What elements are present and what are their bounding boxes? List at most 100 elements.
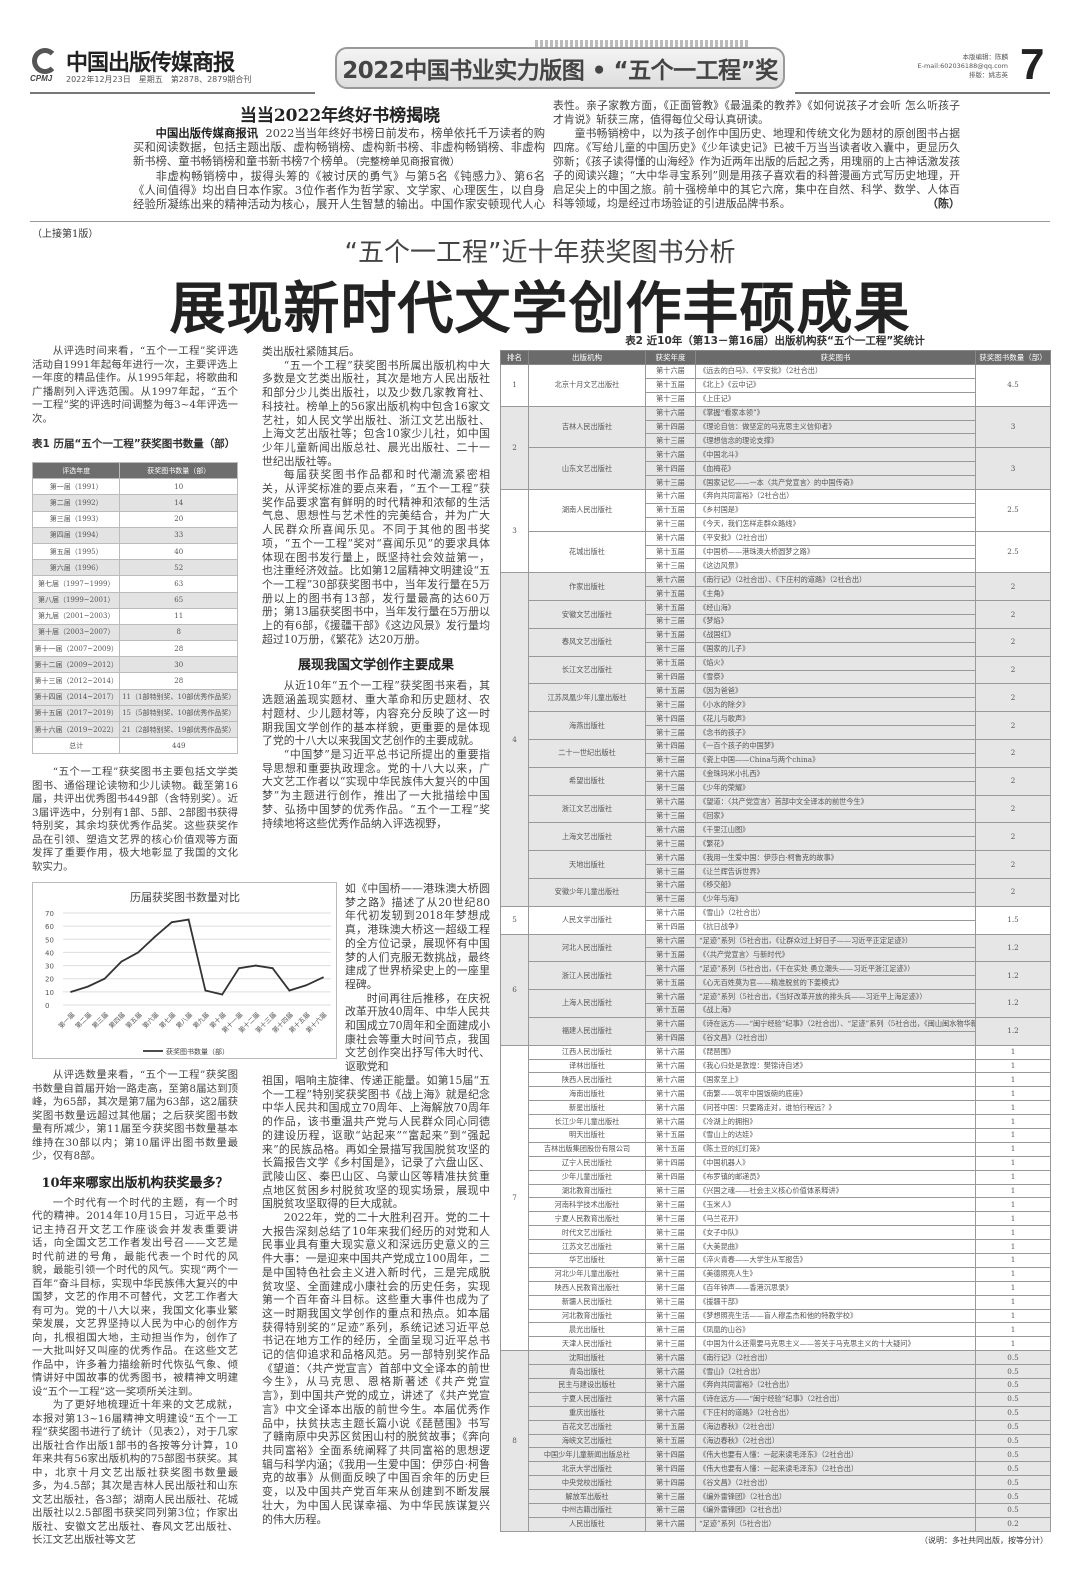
count-cell: 1: [975, 1239, 1051, 1254]
book-title-cell: 《兴国之魂——社会主义核心价值体系释讲》: [695, 1183, 976, 1199]
y-tick-label: 50: [45, 936, 54, 944]
table2-row: 1 北京十月文艺出版社 第十六届 《远去的白马》、《平安批》（2社合出） 4.5: [500, 364, 1051, 407]
session-cell: 第十六届（2019~2022）: [31, 720, 121, 739]
book-title-cell: 《一百个孩子的中国梦》: [695, 739, 976, 754]
publisher-cell: 华艺出版社: [528, 1253, 646, 1268]
count-cell: 2: [975, 711, 1051, 741]
session-cell: 第十六届: [645, 489, 696, 504]
publisher-cell: 中州古籍出版社: [528, 1503, 646, 1518]
award-count-cell: 52: [119, 559, 238, 577]
book-title-cell: 《编外雷锋团》（2社合出）: [695, 1489, 976, 1505]
session-cell: 第十六届: [645, 1100, 696, 1116]
table2-row: 民主与建设出版社 第十六届 《奔向共同富裕》（2社合出） 0.5: [501, 1378, 1051, 1393]
table2-row: 第十三届 《国家记忆——一本〈共产党宣言〉的中国传奇》: [501, 475, 1051, 491]
session-cell: 第十四届: [645, 711, 696, 727]
table2-row: 上海文艺出版社 第十六届 《千里江山图》 2: [501, 822, 1051, 852]
publisher-cell: 重庆出版社: [528, 1405, 646, 1421]
session-cell: 第十六届: [645, 447, 696, 463]
paragraph: 一个时代有一个时代的主题，有一个时代的精神。2014年10月15日，习近平总书记…: [32, 1196, 238, 1398]
paragraph: “中国梦”是习近平总书记所提出的重要指导思想和重要执政理念。党的十八大以来，广大…: [262, 747, 490, 830]
table2-row: 第十三届 《理想信念的理论支撑》: [501, 433, 1051, 449]
table2-row: 海峡文艺出版社 第十五届 《海边春秋》（2社合出） 0.5: [501, 1433, 1051, 1449]
book-title-cell: 《女子中队》: [695, 1225, 976, 1241]
book-title-cell: 《中国桥——港珠澳大桥圆梦之路》: [695, 544, 976, 560]
table2-row: 天津人民出版社 第十三届 《中国为什么还需要马克思主义——答关于马克思主义的十大疑问…: [501, 1336, 1051, 1352]
publisher-cell: 人民出版社: [528, 1516, 646, 1532]
book-title-cell: 《伟大也要有人懂：一起来读毛泽东》（2社合出）: [695, 1461, 976, 1477]
book-title-cell: 《上庄记》: [695, 391, 976, 407]
session-cell: 第一届（1991）: [31, 478, 121, 496]
editor-info: 本版编辑：陈麟 E-mail:602036188@qq.com 排版：姚志英: [900, 53, 1009, 80]
book-title-cell: 《南繁——筑牢中国饭碗的底座》: [695, 1086, 976, 1102]
table2-row: 第十五届 《〈共产党宣言〉与新时代》: [501, 947, 1051, 963]
session-cell: 第十六届: [645, 766, 696, 782]
publisher-cell: 吉林人民出版社: [528, 405, 646, 449]
publisher-cell: 解放军出版社: [528, 1489, 646, 1505]
data-point: [170, 921, 173, 924]
layout-editor: 排版：姚志英: [969, 71, 1008, 79]
paper-name: 中国出版传媒商报: [66, 50, 235, 76]
publisher-cell: 海燕出版社: [528, 711, 646, 741]
paragraph: 祖国，唱响主旋律、传递正能量。如第15届“五个一工程”特别奖获奖图书《战上海》就…: [262, 1074, 490, 1211]
publisher-cell: 百花文艺出版社: [528, 1419, 646, 1435]
book-title-cell: 《心无百姓莫为官——精准脱贫的下姜模式》: [695, 975, 976, 991]
publisher-cell: 福建人民出版社: [528, 1016, 646, 1046]
top-article-lead: 中国出版传媒商报讯: [155, 127, 259, 140]
session-cell: 第十三届: [645, 1266, 696, 1282]
x-tick-label: 第八届: [174, 1010, 194, 1030]
top-article-note: （完整榜单见商报官微）: [354, 157, 460, 168]
data-point: [254, 964, 257, 967]
data-point: [204, 989, 207, 992]
table2-row: 第十三届 《上庄记》: [501, 391, 1051, 407]
award-count-cell: 21（2部特别奖、19部优秀作品奖）: [119, 720, 238, 739]
table1-row: 总计 449: [31, 737, 238, 755]
book-title-cell: 《陈土豆的红灯笼》: [695, 1141, 976, 1157]
count-cell: 1: [975, 1183, 1051, 1199]
count-cell: 1: [975, 1322, 1051, 1338]
count-cell: 4.5: [975, 364, 1051, 407]
table2-row: 花城出版社 第十六届 《平安批》（2社合出） 2.5: [501, 530, 1051, 574]
data-point: [305, 984, 308, 987]
session-cell: 第十六届: [645, 905, 696, 921]
count-cell: 1: [975, 1336, 1051, 1352]
session-cell: 第十三届: [645, 1322, 696, 1338]
table1-row: 第二届（1992） 14: [31, 494, 238, 512]
session-cell: 第十五届: [645, 544, 696, 560]
count-cell: 0.5: [975, 1475, 1051, 1491]
table2-row: 浙江文艺出版社 第十六届 《望道：〈共产党宣言〉首部中文全译本的前世今生》 2: [501, 794, 1051, 824]
count-cell: 1.5: [975, 905, 1051, 935]
table2-row: 安徽少年儿童出版社 第十六届 《移交船》 2: [501, 877, 1051, 907]
editor-email: E-mail:602036188@qq.com: [917, 62, 1009, 70]
table2-row: 第十三届 《小水的除夕》: [501, 697, 1051, 713]
book-title-cell: 《我用一生爱中国：伊莎白·柯鲁克的故事》: [695, 850, 976, 866]
publisher-cell: 沈阳出版社: [528, 1350, 646, 1366]
book-title-cell: 《〈共产党宣言〉与新时代》: [695, 947, 976, 963]
session-cell: 第十五届: [645, 655, 696, 671]
rank-cell: 5: [500, 905, 529, 935]
table2-row: 青岛出版社 第十六届 《雪山》（2社合出） 0.5: [501, 1364, 1051, 1380]
book-title-cell: 《百年钟声——香港沉思录》: [695, 1280, 976, 1296]
session-cell: 第十三届: [645, 1183, 696, 1199]
session-cell: 第十六届: [645, 794, 696, 810]
table2-row: 浙江人民出版社 第十六届 “足迹”系列（5社合出，《干在实处 勇立潮头——习近平浙江…: [501, 961, 1051, 991]
book-title-cell: 《海边春秋》（2社合出）: [695, 1433, 976, 1449]
award-count-cell: 33: [119, 526, 238, 544]
count-cell: 3: [975, 405, 1051, 449]
table2-row: 第十三届 《回家》: [501, 808, 1051, 824]
publisher-cell: 河北人民出版社: [528, 933, 646, 963]
book-title-cell: 《诗在远方——“闽宁经验”纪事》（2社合出）: [695, 1391, 976, 1407]
y-tick-label: 40: [45, 949, 54, 957]
count-cell: 0.5: [975, 1447, 1051, 1463]
count-cell: 0.5: [975, 1433, 1051, 1449]
table2-row: 福建人民出版社 第十六届 《诗在远方——“闽宁经验”纪事》（2社合出）、“足迹”系列…: [501, 1016, 1051, 1046]
publisher-cell: 春风文艺出版社: [528, 627, 646, 657]
session-cell: 第十三届: [645, 1489, 696, 1505]
award-count-cell: 11（1部特别奖、10部优秀作品奖）: [119, 688, 238, 706]
count-cell: 1: [975, 1294, 1051, 1310]
award-count-cell: 65: [119, 591, 238, 609]
table2-row: 百花文艺出版社 第十五届 《海边春秋》（2社合出） 0.5: [501, 1419, 1051, 1435]
book-title-cell: 《血梅花》: [695, 461, 976, 477]
rank-cell: 2: [500, 405, 529, 491]
data-point: [120, 960, 123, 963]
count-cell: 2.5: [975, 489, 1051, 532]
